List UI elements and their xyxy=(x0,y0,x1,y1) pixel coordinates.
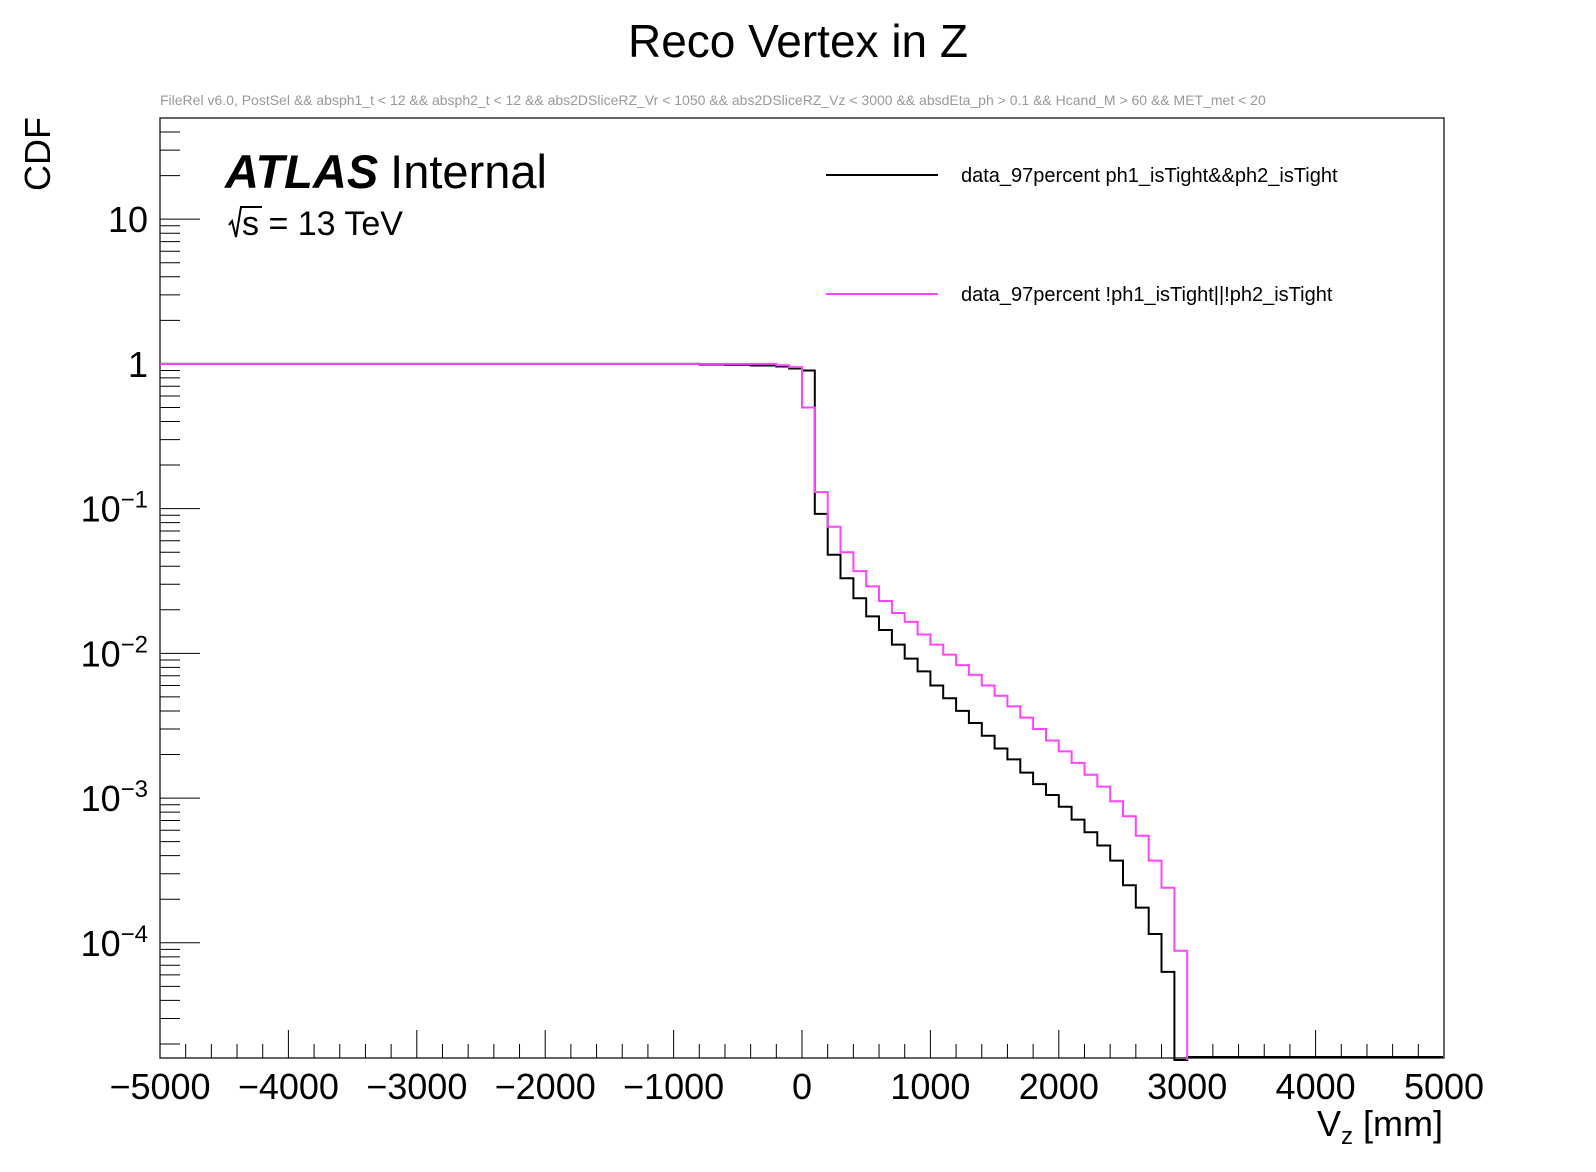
x-axis-label: Vz [mm] xyxy=(1317,1103,1443,1150)
y-tick-label: 10 xyxy=(108,199,148,240)
y-tick-label: 10−1 xyxy=(81,487,148,530)
axis-ticks xyxy=(159,117,1445,1058)
series-layer xyxy=(160,362,1443,1061)
legend: data_97percent ph1_isTight&&ph2_isTight … xyxy=(825,124,1338,334)
x-tick-label: −2000 xyxy=(495,1066,596,1107)
x-axis-label-unit: [mm] xyxy=(1353,1103,1443,1144)
y-tick-labels: 10 1 10−1 10−2 10−3 10−4 xyxy=(81,199,148,964)
plot-frame xyxy=(159,117,1445,1059)
legend-label-series-1: data_97percent ph1_isTight&&ph2_isTight xyxy=(961,165,1338,187)
y-tick-label: 1 xyxy=(128,344,148,385)
x-tick-label: −3000 xyxy=(366,1066,467,1107)
y-tick-label: 10−4 xyxy=(81,921,148,964)
atlas-label: ATLAS Internal xyxy=(224,145,547,198)
x-tick-label: 3000 xyxy=(1147,1066,1227,1107)
y-axis-label: CDF xyxy=(17,117,58,191)
legend-label-series-2: data_97percent !ph1_isTight||!ph2_isTigh… xyxy=(961,284,1333,306)
y-tick-label: 10−3 xyxy=(81,776,148,819)
legend-box xyxy=(825,124,940,334)
x-tick-label: −1000 xyxy=(623,1066,724,1107)
chart-title: Reco Vertex in Z xyxy=(628,15,968,67)
energy-label: s = 13 TeV xyxy=(242,205,403,243)
series-line-2 xyxy=(160,362,1189,1060)
atlas-label-status: Internal xyxy=(390,145,547,198)
x-tick-label: 4000 xyxy=(1276,1066,1356,1107)
x-tick-label: 2000 xyxy=(1019,1066,1099,1107)
x-axis-label-main: V xyxy=(1317,1103,1341,1144)
x-tick-labels: −5000 −4000 −3000 −2000 −1000 0 1000 2000 3000 40… xyxy=(109,1066,1484,1107)
x-tick-label: −5000 xyxy=(109,1066,210,1107)
x-tick-label: 5000 xyxy=(1404,1066,1484,1107)
x-tick-label: 1000 xyxy=(890,1066,970,1107)
y-tick-label: 10−2 xyxy=(81,631,148,674)
x-tick-label: 0 xyxy=(792,1066,812,1107)
chart-subtitle: FileRel v6.0, PostSel && absph1_t < 12 &… xyxy=(160,92,1266,108)
series-line-1 xyxy=(160,362,1443,1061)
x-tick-label: −4000 xyxy=(238,1066,339,1107)
x-axis-label-sub: z xyxy=(1341,1123,1353,1150)
sqrt-symbol xyxy=(228,206,262,238)
atlas-label-bold: ATLAS xyxy=(224,145,378,198)
